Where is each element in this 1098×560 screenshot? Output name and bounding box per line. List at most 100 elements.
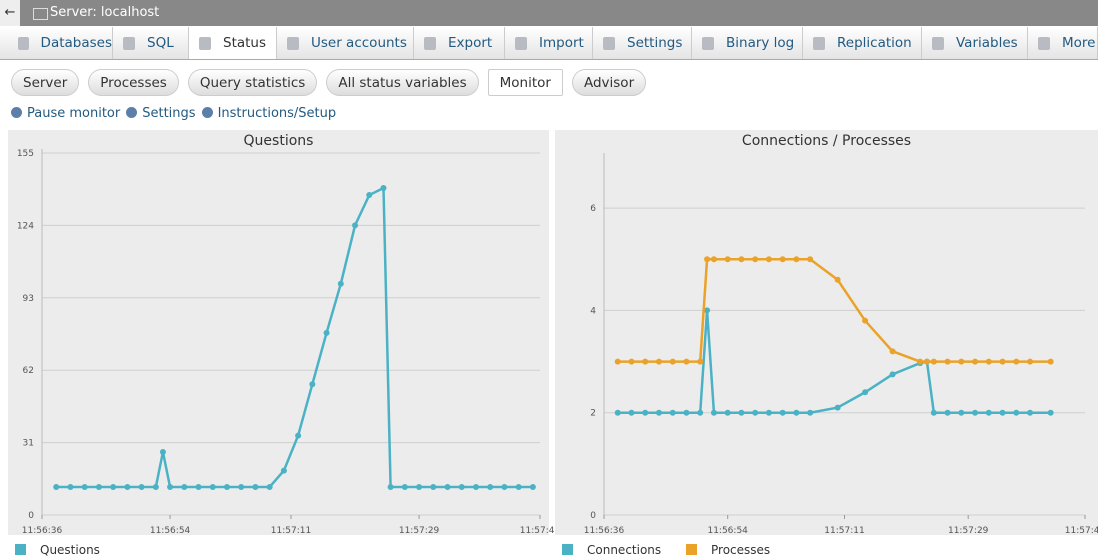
y-tick-label: 2 <box>590 409 596 419</box>
y-tick-label: 31 <box>23 439 34 449</box>
data-point <box>223 483 230 490</box>
tab-label: Export <box>448 35 493 51</box>
tab[interactable]: SQL <box>113 27 189 59</box>
data-point <box>999 358 1006 365</box>
data-point <box>738 256 745 263</box>
y-tick-label: 6 <box>590 204 596 214</box>
tab[interactable]: Binary log <box>692 27 803 59</box>
y-tick-label: 0 <box>28 511 34 521</box>
data-point <box>923 358 930 365</box>
tab[interactable]: Databases <box>8 27 113 59</box>
data-point <box>724 256 731 263</box>
server-title[interactable]: Server: localhost <box>50 5 160 20</box>
subtab[interactable]: Server <box>11 69 80 96</box>
toolbar-item[interactable]: Pause monitor <box>11 106 120 121</box>
tab-label: Databases <box>40 35 112 51</box>
back-button[interactable]: ← <box>0 0 20 26</box>
data-point <box>972 358 979 365</box>
data-point <box>704 307 711 314</box>
toolbar-label: Settings <box>142 106 196 121</box>
tab-label: Import <box>539 35 584 51</box>
data-point <box>972 409 979 416</box>
data-point <box>710 256 717 263</box>
toolbar-icon <box>201 107 213 118</box>
data-point <box>430 483 437 490</box>
data-point <box>724 409 731 416</box>
tab-icon <box>702 36 714 50</box>
data-point <box>779 409 786 416</box>
toolbar-item[interactable]: Instructions/Setup <box>201 106 337 121</box>
legend-label: Connections <box>587 543 661 557</box>
data-point <box>1047 409 1054 416</box>
monitor-toolbar: Pause monitor Settings Instructions/Setup <box>11 106 336 121</box>
tab[interactable]: More <box>1028 27 1098 59</box>
toolbar-icon <box>126 107 138 118</box>
tab-icon <box>199 36 211 50</box>
subtab[interactable]: Monitor <box>487 69 563 96</box>
chart-title: Questions <box>244 133 314 149</box>
toolbar-label: Pause monitor <box>27 106 121 121</box>
data-point <box>1047 358 1054 365</box>
data-point <box>628 358 635 365</box>
data-point <box>683 358 690 365</box>
tab-label: Replication <box>837 35 912 51</box>
data-point <box>614 358 621 365</box>
data-point <box>917 358 924 365</box>
data-point <box>1027 358 1034 365</box>
data-point <box>807 409 814 416</box>
data-point <box>655 358 662 365</box>
data-point <box>337 280 344 287</box>
data-point <box>81 483 88 490</box>
data-point <box>266 483 273 490</box>
tab[interactable]: Import <box>505 27 593 59</box>
data-point <box>444 483 451 490</box>
y-tick-label: 0 <box>590 511 596 521</box>
x-tick-label: 11:57:29 <box>948 526 989 536</box>
subtab[interactable]: All status variables <box>326 69 479 96</box>
x-tick-label: 11:57:11 <box>824 526 864 536</box>
legend-label: Processes <box>711 543 770 557</box>
y-tick-label: 93 <box>23 294 34 304</box>
data-point <box>138 483 145 490</box>
subtab[interactable]: Advisor <box>571 69 647 96</box>
data-point <box>181 483 188 490</box>
data-point <box>416 483 423 490</box>
subtab-bar: Server Processes Query statistics All statu… <box>11 69 647 96</box>
tab[interactable]: Settings <box>593 27 692 59</box>
data-point <box>834 404 841 411</box>
legend-label: Questions <box>40 543 100 557</box>
tab-icon <box>287 36 299 50</box>
data-point <box>323 329 330 336</box>
x-tick-label: 11:56:54 <box>707 526 748 536</box>
data-point <box>704 256 711 263</box>
data-point <box>110 483 117 490</box>
tab-label: SQL <box>147 35 174 51</box>
subtab[interactable]: Processes <box>88 69 179 96</box>
data-point <box>366 192 373 199</box>
tab-label: Variables <box>956 35 1018 51</box>
tab-label: Status <box>223 35 267 51</box>
tab-icon <box>424 36 436 50</box>
tab-icon <box>515 36 527 50</box>
tab[interactable]: Variables <box>922 27 1028 59</box>
tab-icon <box>18 36 29 50</box>
tab-icon <box>123 36 135 50</box>
tab[interactable]: Status <box>189 27 277 59</box>
subtab[interactable]: Query statistics <box>187 69 318 96</box>
tab[interactable]: Export <box>414 27 505 59</box>
data-point <box>807 256 814 263</box>
data-point <box>793 256 800 263</box>
data-point <box>152 483 159 490</box>
data-point <box>985 358 992 365</box>
toolbar-item[interactable]: Settings <box>126 106 196 121</box>
data-point <box>655 409 662 416</box>
toolbar-label: Instructions/Setup <box>217 106 337 121</box>
data-point <box>889 371 896 378</box>
legend-swatch <box>562 544 573 555</box>
data-point <box>642 409 649 416</box>
tab-bar: Databases SQL Status User accounts Export Imp… <box>0 27 1098 60</box>
tab[interactable]: User accounts <box>277 27 414 59</box>
tab[interactable]: Replication <box>803 27 922 59</box>
